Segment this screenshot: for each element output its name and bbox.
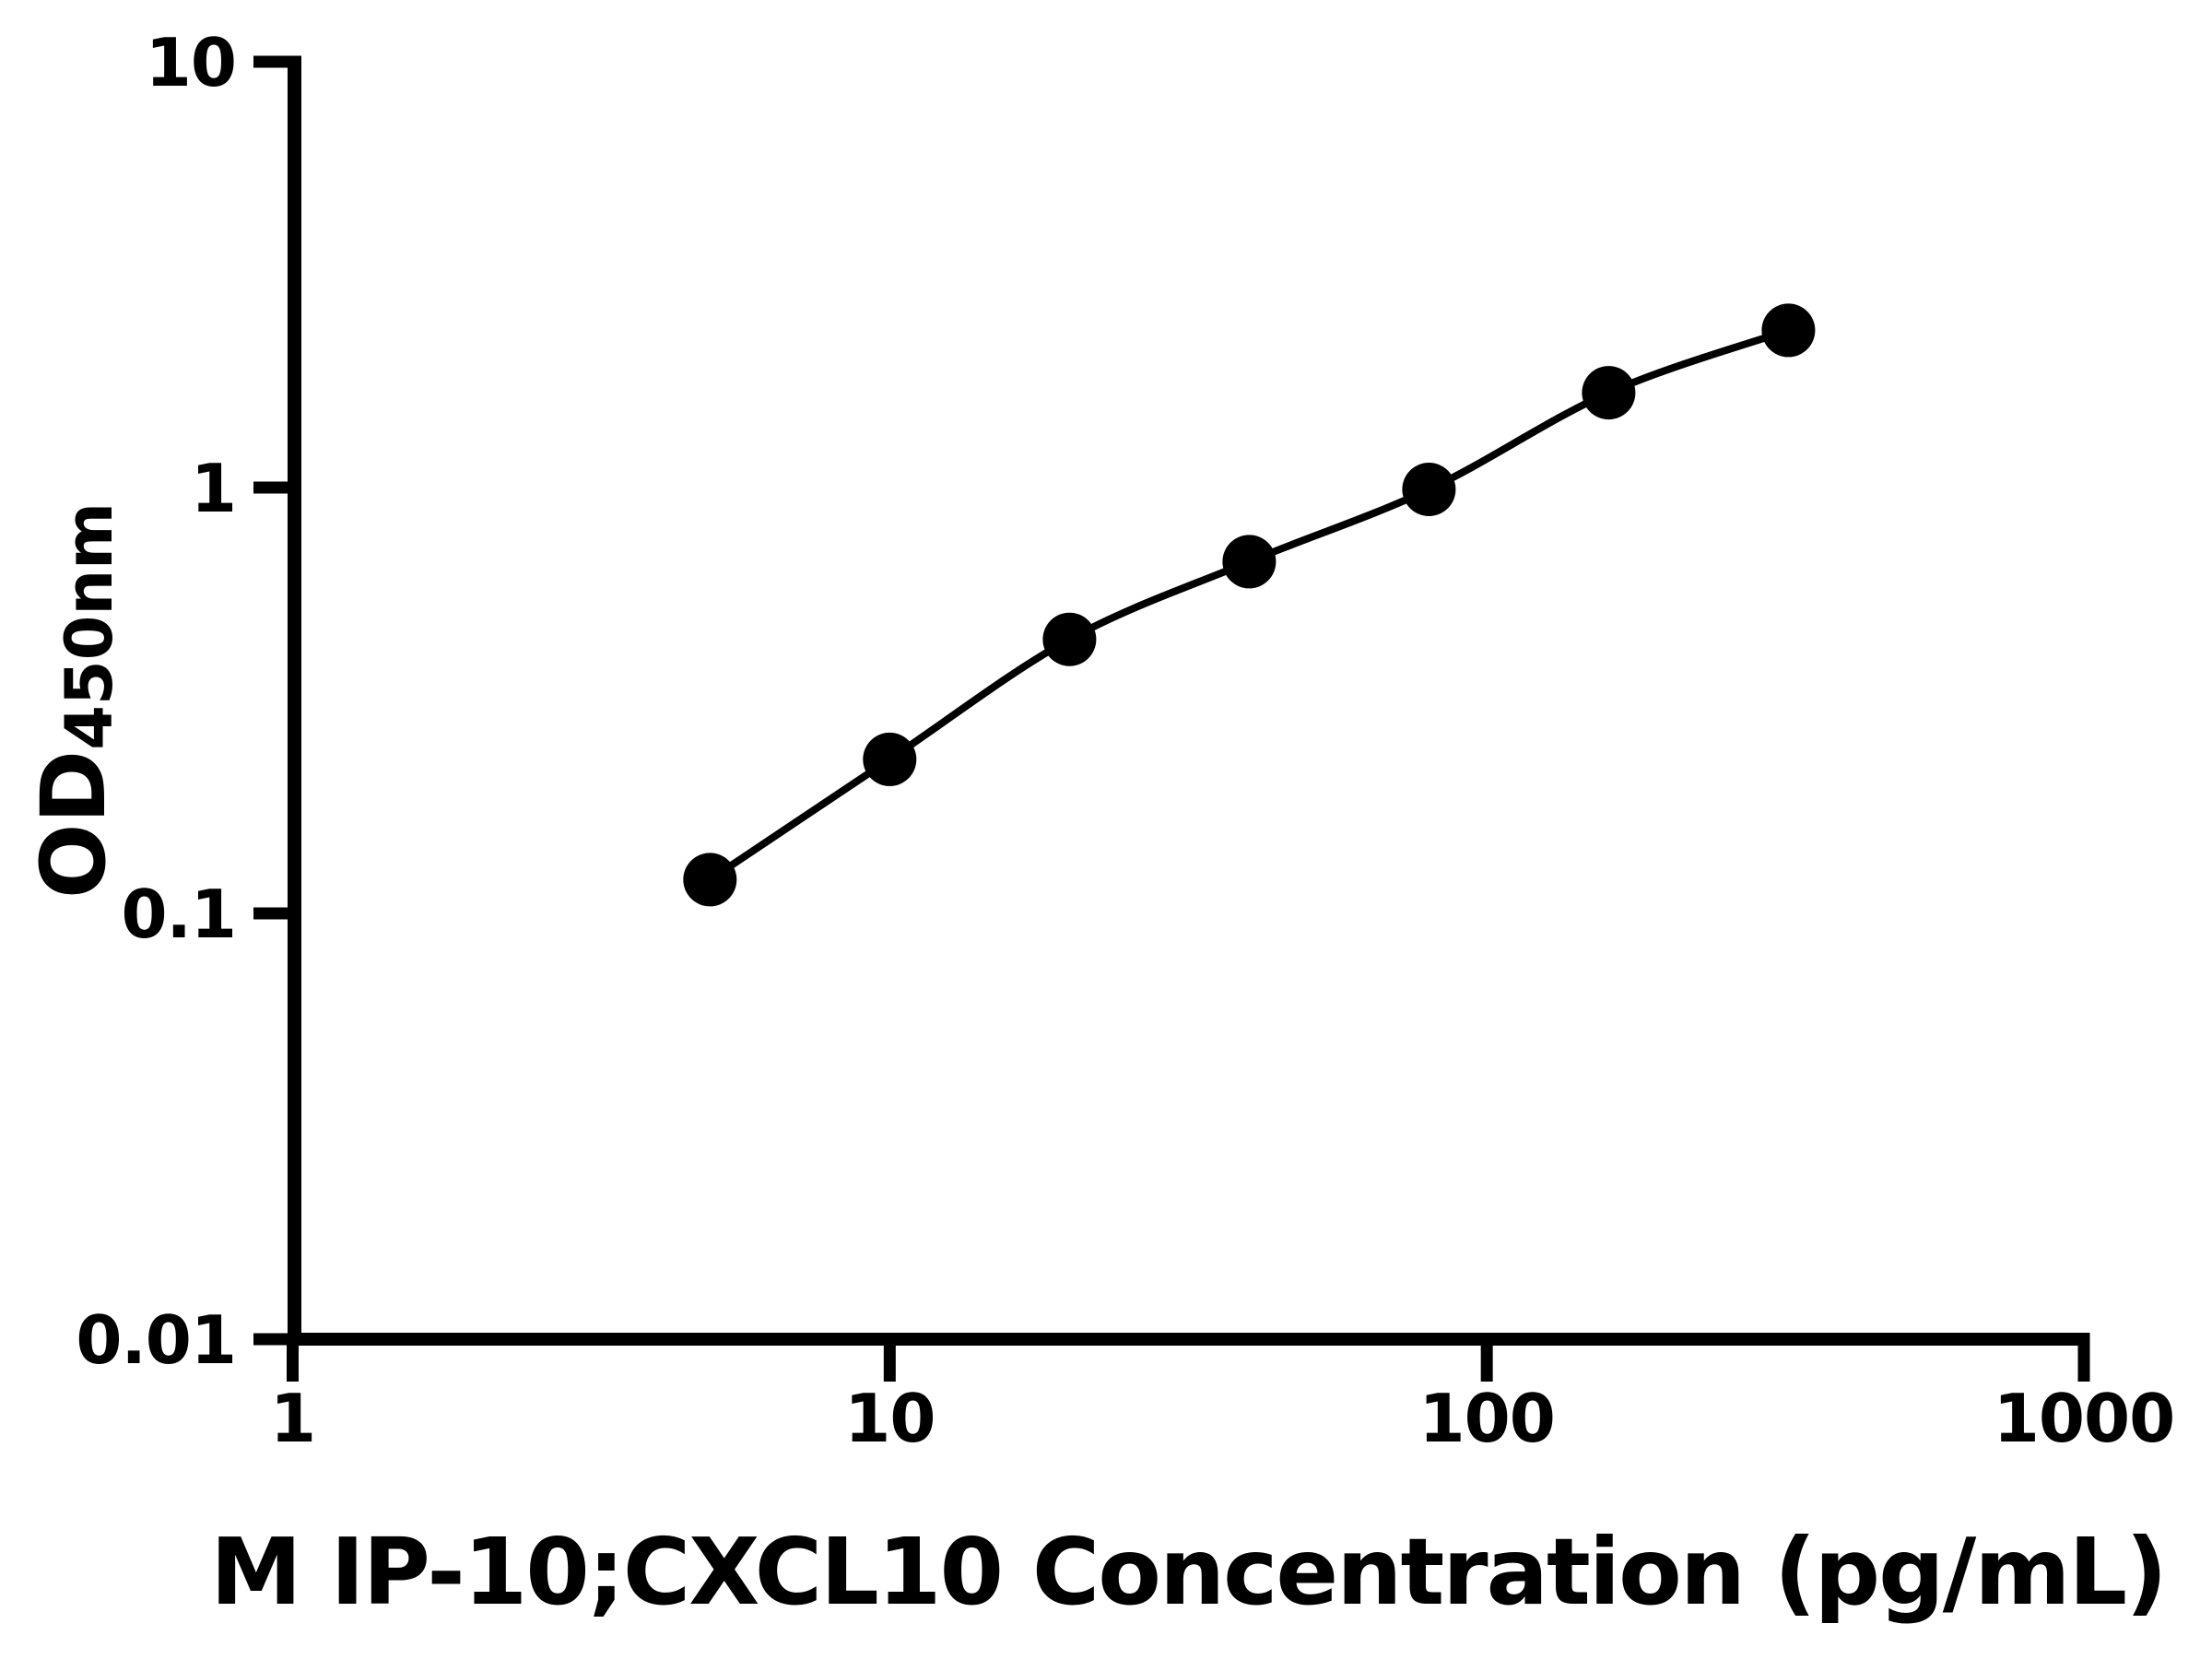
x-axis-title: M IP-10;CXCL10 Concentration (pg/mL) xyxy=(210,1518,2166,1626)
y-axis-title: OD450nm xyxy=(22,502,127,899)
x-axis: 1 10 100 1000 xyxy=(270,1333,2175,1457)
x-ticks xyxy=(287,1339,2090,1382)
x-tick-label: 100 xyxy=(1419,1380,1555,1457)
y-tick-label: 10 xyxy=(146,24,236,101)
x-tick-label: 1 xyxy=(270,1380,315,1457)
y-axis-title-main: OD xyxy=(22,750,125,899)
data-point-marker xyxy=(1582,366,1636,420)
data-point-marker xyxy=(1222,535,1277,589)
y-axis-title-sub: 450nm xyxy=(52,502,127,750)
data-point-marker xyxy=(683,853,737,907)
y-tick-label: 0.1 xyxy=(121,876,236,953)
standard-curve-line xyxy=(706,326,1793,884)
y-tick-labels: 0.01 0.1 1 10 xyxy=(76,24,237,1379)
y-tick-label: 0.01 xyxy=(76,1301,236,1379)
data-point-marker xyxy=(863,732,917,786)
x-tick-label: 1000 xyxy=(1994,1380,2174,1457)
y-axis: 0.01 0.1 1 10 xyxy=(76,24,301,1379)
data-point-marker xyxy=(1042,612,1097,666)
x-tick-label: 10 xyxy=(844,1380,935,1457)
data-point-marker xyxy=(1761,303,1816,358)
data-points xyxy=(683,303,1816,907)
y-tick-label: 1 xyxy=(191,450,236,527)
data-point-marker xyxy=(1402,463,1456,516)
x-tick-labels: 1 10 100 1000 xyxy=(270,1380,2175,1457)
